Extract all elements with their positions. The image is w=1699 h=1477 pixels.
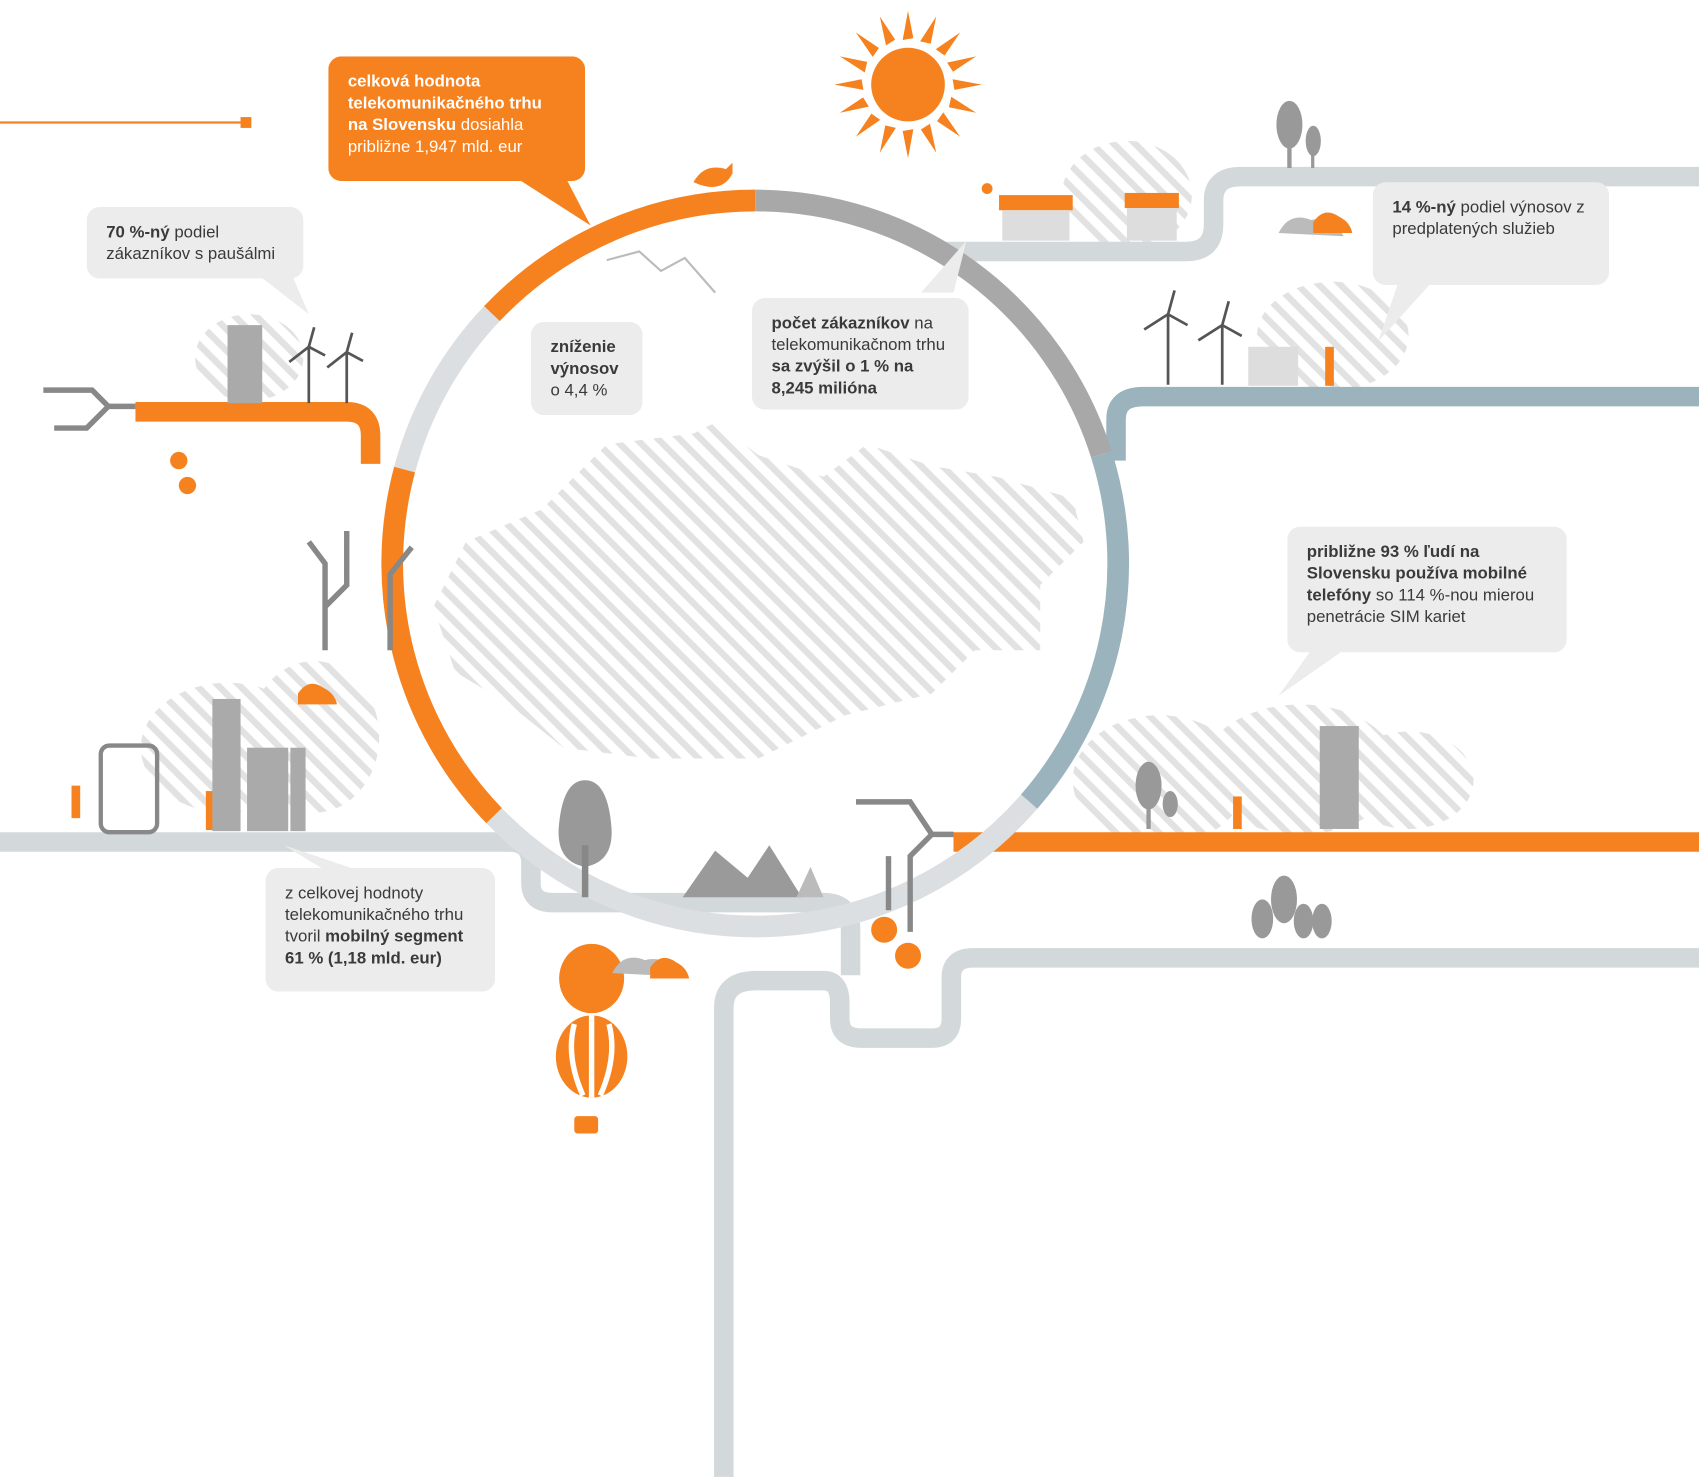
decorations-part <box>693 163 732 187</box>
sun-part-part <box>921 124 936 153</box>
decorations-part-part <box>1163 791 1178 817</box>
infographic: celková hodnota telekomunikačného trhu n… <box>0 0 1699 1477</box>
callout-pointers-part <box>260 276 309 314</box>
decorations-part-part <box>1294 904 1314 939</box>
page: {"callouts": [ {"style": "orange", "runs… <box>0 0 1699 1477</box>
bold-text: 70 %-ný <box>106 223 169 241</box>
decorations-part-part <box>1312 904 1332 939</box>
decorations-part <box>796 867 823 897</box>
decorations-part-part <box>1002 210 1069 240</box>
decorations-part-part <box>895 943 921 969</box>
callout-box: 70 %-ný podiel zákazníkov s paušálmi <box>87 207 304 279</box>
callout-box: celková hodnota telekomunikačného trhu n… <box>328 56 585 181</box>
decorations-part-part <box>1127 208 1177 241</box>
map-outline-part <box>433 423 1083 759</box>
decorations-part-part <box>228 325 263 403</box>
sun-part-part <box>920 17 936 44</box>
decorations-part-part <box>1287 141 1291 168</box>
bold-text: zníženie výnosov <box>550 338 618 378</box>
decorations-part-part <box>1198 301 1241 384</box>
callout: približne 93 % ľudí na Slovensku používa… <box>1287 527 1567 653</box>
sun-part-part <box>903 129 914 158</box>
decorations-part-part <box>982 183 993 194</box>
bold-text: 14 %-ný <box>1392 198 1455 216</box>
decorations-part <box>559 944 624 1013</box>
callout-box: z celkovej hodnoty telekomunikačného trh… <box>265 868 495 992</box>
sun-part-part <box>880 125 896 152</box>
decorations-part-part <box>871 917 897 943</box>
callout: z celkovej hodnoty telekomunikačného trh… <box>265 868 495 992</box>
sun-part-part <box>840 56 867 72</box>
callout: zníženie výnosov o 4,4 % <box>531 322 643 415</box>
callout-box: 14 %-ný podiel výnosov z predplatených s… <box>1373 182 1609 285</box>
sun-part-part <box>903 11 914 40</box>
circle-ring-part <box>492 201 755 314</box>
decorations-part-part <box>290 748 305 831</box>
bold-text: sa zvýšil o 1 % na 8,245 milióna <box>771 358 913 398</box>
callout: 14 %-ný podiel výnosov z predplatených s… <box>1373 182 1609 285</box>
roads-part <box>1116 397 1699 461</box>
sun-part-part <box>947 56 976 71</box>
callout-box: počet zákazníkov na telekomunikačnom trh… <box>752 298 969 410</box>
text: o 4,4 % <box>550 381 607 399</box>
circle-ring-part <box>405 314 492 470</box>
decorations-part-part <box>247 748 288 831</box>
decorations-part-part <box>1251 899 1273 938</box>
callout-box: zníženie výnosov o 4,4 % <box>531 322 643 415</box>
decorations-part-part <box>327 333 363 403</box>
sun-part-part <box>856 114 880 137</box>
sun <box>834 11 981 158</box>
callout: počet zákazníkov na telekomunikačnom trh… <box>752 298 969 410</box>
decorations-part-part <box>1144 290 1187 384</box>
map-outline-part <box>1344 731 1474 829</box>
decorations-part-part <box>1125 193 1179 208</box>
decorations-part-part <box>559 944 624 1013</box>
callout-pointers-part <box>1279 650 1344 696</box>
sun-part-part <box>834 79 863 90</box>
decorations-part <box>607 251 715 292</box>
callout: celková hodnota telekomunikačného trhu n… <box>328 56 585 181</box>
decorations-part-part <box>1325 347 1334 386</box>
decorations-part-part <box>1320 726 1359 829</box>
decorations-part-part <box>999 195 1073 210</box>
roads-part <box>241 117 252 128</box>
decorations-part-part <box>72 786 81 819</box>
decorations-part-part <box>212 699 240 831</box>
decorations-part-part <box>1248 347 1298 386</box>
sun-part-part <box>953 79 982 90</box>
decorations-part <box>683 845 802 897</box>
sun-part-part <box>840 97 869 112</box>
roads-part <box>724 958 1699 1477</box>
decorations-part-part <box>170 452 187 469</box>
decorations-part-part <box>1306 126 1321 156</box>
callout-box: približne 93 % ľudí na Slovensku používa… <box>1287 527 1567 653</box>
sun-part-part <box>949 97 976 113</box>
sun-part-part <box>880 17 895 46</box>
decorations-part-part <box>1313 212 1352 233</box>
decorations-part-part <box>1233 796 1242 829</box>
sun-part-part <box>936 32 960 55</box>
decorations-part-part <box>1311 152 1314 168</box>
bold-text: počet zákazníkov <box>771 314 909 332</box>
callout: 70 %-ný podiel zákazníkov s paušálmi <box>87 207 304 279</box>
sun-part-part <box>937 112 960 136</box>
callout-pointers-part <box>509 173 590 225</box>
decorations-part <box>574 1116 598 1133</box>
decorations-part-part <box>179 477 196 494</box>
decorations-part-part <box>1271 876 1297 924</box>
decorations-part <box>582 845 589 897</box>
sun-part-part <box>856 32 879 56</box>
decorations-part-part <box>1146 802 1150 829</box>
roads-part <box>135 412 370 464</box>
sun-part <box>871 48 945 122</box>
map-outline <box>141 141 1474 845</box>
decorations-part-part <box>43 390 135 428</box>
